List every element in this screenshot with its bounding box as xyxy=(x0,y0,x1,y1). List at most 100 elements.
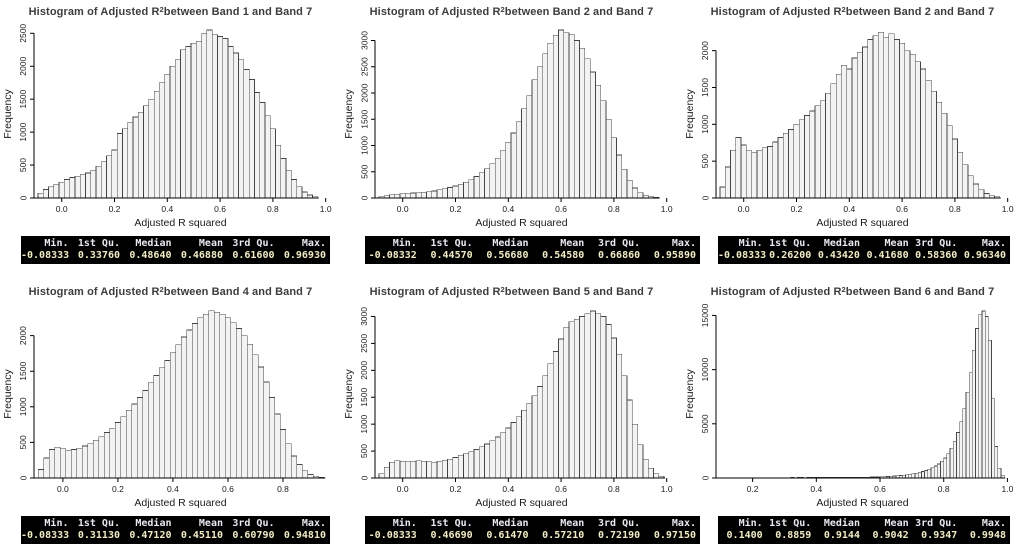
y-tick-label: 500 xyxy=(700,154,710,168)
histogram-bar xyxy=(213,311,221,479)
histogram-bar xyxy=(899,42,906,199)
y-tick-label: 10000 xyxy=(700,358,710,382)
summary-value-cell: 0.94810 xyxy=(283,530,326,541)
histogram-bar xyxy=(500,150,507,199)
histogram-bar xyxy=(940,460,945,479)
histogram-bar xyxy=(185,46,192,199)
histogram-bars xyxy=(37,310,325,479)
histogram-bar xyxy=(761,147,768,199)
histogram-bar xyxy=(573,40,580,199)
histogram-bar xyxy=(415,460,422,479)
histogram-bar xyxy=(291,179,297,199)
histogram-bar xyxy=(962,408,967,479)
histogram-bar xyxy=(301,191,308,199)
histogram-bar xyxy=(252,354,259,479)
y-tick-label: 1500 xyxy=(700,78,710,97)
histogram-bar xyxy=(494,157,501,199)
y-tick-label: 500 xyxy=(18,435,28,449)
chart-title-sup: 2 xyxy=(841,284,846,294)
summary-value-cell: 0.72190 xyxy=(597,530,641,541)
histogram-bar xyxy=(436,460,443,479)
histogram-bar xyxy=(410,460,417,479)
x-tick-label: 0.4 xyxy=(161,204,173,214)
histogram-bar xyxy=(137,111,144,199)
histogram-bar xyxy=(473,176,480,199)
x-tick-label: 1.0 xyxy=(661,204,673,214)
histogram-bar xyxy=(64,179,70,199)
summary-header-cell: 3rd Qu. xyxy=(915,238,958,249)
summary-header-cell: Min. xyxy=(738,518,763,529)
histogram-bar xyxy=(127,121,134,199)
histogram-bar xyxy=(798,119,805,199)
summary-header-cell: 3rd Qu. xyxy=(232,238,275,249)
y-tick-label: 2000 xyxy=(700,41,710,60)
summary-value-cell: 0.43420 xyxy=(817,250,860,261)
histogram-bar xyxy=(510,132,517,199)
y-tick-label: 0 xyxy=(359,195,369,200)
histogram-bar xyxy=(735,137,742,199)
histogram-bar xyxy=(595,313,602,479)
y-tick-label: 3000 xyxy=(359,307,369,326)
x-tick-label: 0.6 xyxy=(214,204,226,214)
histogram-bar xyxy=(243,69,250,199)
chart-title: Histogram of Adjusted R2between Band 5 a… xyxy=(341,275,682,304)
histogram-bar xyxy=(42,189,49,199)
histogram-bar xyxy=(37,193,44,199)
chart-title-suffix: between Band 2 and Band 7 xyxy=(845,6,995,18)
histogram-bar xyxy=(914,472,919,479)
summary-header-cell: Mean xyxy=(884,238,909,249)
histogram-bar xyxy=(92,439,100,479)
chart-title-suffix: between Band 4 and Band 7 xyxy=(163,286,313,298)
histogram-bar xyxy=(542,375,549,479)
histogram-bar xyxy=(164,73,171,199)
histogram-bar xyxy=(552,34,559,199)
y-tick-label: 2500 xyxy=(359,57,369,76)
x-tick-label: 0.6 xyxy=(874,484,886,494)
summary-value-cell: 0.9042 xyxy=(872,530,909,541)
summary-value-cell: 0.26200 xyxy=(769,250,812,261)
histogram-bar xyxy=(54,447,61,479)
x-tick-label: 0.0 xyxy=(397,204,409,214)
summary-value-cell: 0.46880 xyxy=(180,250,223,261)
histogram-bar xyxy=(405,461,411,479)
histogram-bar xyxy=(208,310,215,479)
histogram-bar xyxy=(100,161,107,199)
histogram-bar xyxy=(973,183,979,199)
histogram-bar xyxy=(908,473,913,479)
histogram-bar xyxy=(132,116,139,199)
summary-value-cell: 0.33760 xyxy=(77,250,120,261)
histogram-bar xyxy=(949,447,954,479)
histogram-bar xyxy=(227,46,234,199)
histogram-bar xyxy=(515,121,522,199)
chart-title-prefix: Histogram of Adjusted R xyxy=(710,6,842,18)
y-axis-label: Frequency xyxy=(343,88,355,138)
histogram-bar xyxy=(653,473,660,479)
histogram-bar xyxy=(862,46,869,199)
histogram-bar xyxy=(169,352,177,479)
y-tick-label: 1000 xyxy=(18,397,28,416)
histogram-bar xyxy=(584,313,591,479)
histogram-bar xyxy=(186,329,193,479)
histogram-bar xyxy=(457,455,464,479)
histogram-panel: Histogram of Adjusted R2between Band 6 a… xyxy=(682,275,1023,549)
histogram-bar xyxy=(893,39,900,199)
histogram-bar xyxy=(925,79,932,199)
y-tick-label: 2500 xyxy=(18,24,28,43)
summary-header-cell: Min. xyxy=(738,238,763,249)
histogram-bar xyxy=(730,149,737,199)
histogram-bar xyxy=(420,460,427,479)
histogram-bar xyxy=(877,31,884,199)
histogram-bar xyxy=(856,51,863,199)
histogram-bar xyxy=(48,449,55,479)
histogram-bar xyxy=(547,42,554,199)
summary-value-row: 0.1400 0.8859 0.9144 0.9042 0.9347 0.9948 xyxy=(718,530,1010,544)
histogram-bar xyxy=(936,463,941,479)
summary-value-cell: 0.9948 xyxy=(969,530,1006,541)
histogram-bar xyxy=(136,397,144,479)
histogram-bar xyxy=(447,187,454,199)
summary-value-cell: 0.48640 xyxy=(129,250,172,261)
x-tick-label: 0.2 xyxy=(109,204,121,214)
histogram-bar xyxy=(719,186,726,199)
x-tick-label: 0.6 xyxy=(555,204,567,214)
histogram-bar xyxy=(589,71,596,199)
